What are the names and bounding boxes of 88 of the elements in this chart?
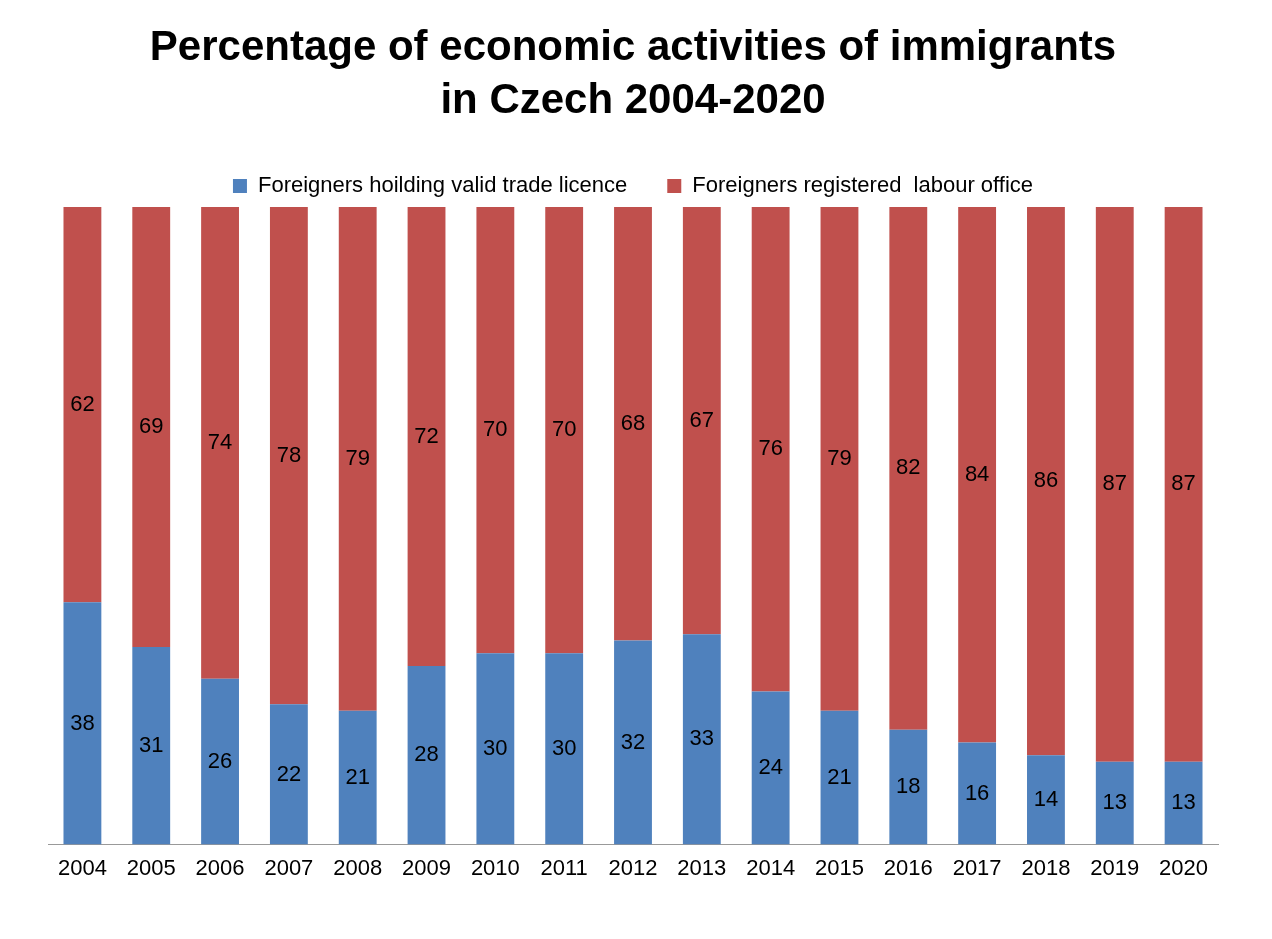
data-label: 24 (758, 754, 783, 780)
data-label: 28 (414, 741, 439, 767)
bar (614, 640, 652, 845)
x-tick-label: 2017 (952, 854, 1002, 880)
bar (269, 704, 308, 845)
data-label: 72 (414, 422, 439, 448)
data-label: 69 (138, 413, 164, 439)
data-label: 84 (964, 460, 990, 486)
data-label: 86 (1033, 467, 1059, 493)
data-label: 18 (896, 773, 921, 799)
bar (407, 207, 446, 667)
bar (820, 710, 859, 845)
bar (958, 742, 997, 845)
data-label: 82 (896, 454, 921, 480)
data-label: 21 (827, 763, 852, 789)
data-label: 31 (138, 731, 164, 757)
data-label: 62 (70, 390, 95, 416)
data-label: 33 (689, 725, 715, 751)
data-label: 70 (483, 416, 508, 442)
data-label: 79 (827, 444, 852, 470)
x-tick-label: 2012 (608, 854, 658, 880)
data-label: 78 (276, 441, 302, 467)
x-tick-label: 2019 (1090, 854, 1140, 880)
bar (476, 207, 515, 654)
x-tick-label: 2011 (540, 854, 588, 880)
x-tick-label: 2015 (814, 854, 864, 880)
bar (407, 666, 446, 845)
x-tick-label: 2007 (264, 854, 314, 880)
bar (1164, 761, 1203, 845)
x-tick-label: 2010 (470, 854, 520, 880)
data-label: 13 (1102, 789, 1128, 815)
bar (132, 207, 171, 647)
bar (682, 207, 721, 635)
bar (820, 207, 859, 711)
bar (1095, 761, 1134, 845)
data-label: 70 (551, 416, 577, 442)
bar (545, 207, 584, 654)
x-tick-label: 2020 (1159, 854, 1209, 880)
data-label: 79 (345, 444, 370, 470)
data-label: 22 (276, 760, 302, 786)
x-tick-label: 2004 (57, 854, 107, 880)
bar (132, 646, 171, 845)
data-label: 30 (551, 735, 577, 761)
data-label: 67 (689, 406, 715, 432)
x-tick-label: 2008 (333, 854, 383, 880)
data-label: 87 (1171, 470, 1196, 496)
data-label: 21 (345, 763, 370, 789)
data-label: 14 (1033, 786, 1059, 812)
bar (269, 207, 308, 705)
data-label: 87 (1102, 470, 1128, 496)
x-tick-label: 2005 (126, 854, 176, 880)
bar (338, 207, 377, 711)
x-tick-label: 2006 (195, 854, 245, 880)
bar (545, 653, 584, 845)
bar (201, 678, 239, 845)
data-label: 16 (964, 779, 990, 805)
legend-label: Foreigners registered labour office (692, 172, 1034, 198)
data-label: 13 (1171, 789, 1196, 815)
bar (476, 653, 515, 845)
bar (1095, 207, 1134, 762)
bar (338, 710, 377, 845)
chart-title: Percentage of economic activities of immigrants in Czech 2004-2020 (148, 21, 1118, 124)
bar (889, 207, 928, 730)
bar (201, 207, 239, 679)
bar (958, 207, 997, 743)
bar (682, 634, 721, 845)
data-label: 76 (758, 435, 783, 461)
x-tick-label: 2016 (883, 854, 933, 880)
data-label: 38 (70, 709, 95, 735)
data-label: 30 (483, 735, 508, 761)
data-label: 68 (620, 409, 646, 435)
bar (751, 691, 790, 845)
data-label: 32 (620, 728, 646, 754)
bar (1027, 755, 1065, 845)
x-tick-label: 2013 (677, 854, 727, 880)
x-tick-label: 2018 (1021, 854, 1071, 880)
x-tick-label: 2009 (402, 854, 452, 880)
x-tick-label: 2014 (746, 854, 796, 880)
bar (1164, 207, 1203, 762)
bar (1027, 207, 1065, 756)
bar (614, 207, 652, 641)
bar (63, 602, 102, 845)
data-label: 26 (207, 747, 233, 773)
bar (63, 207, 102, 603)
bar (889, 729, 928, 845)
bar (751, 207, 790, 692)
legend-label: Foreigners hoilding valid trade licence (257, 172, 628, 198)
data-label: 74 (207, 428, 233, 454)
